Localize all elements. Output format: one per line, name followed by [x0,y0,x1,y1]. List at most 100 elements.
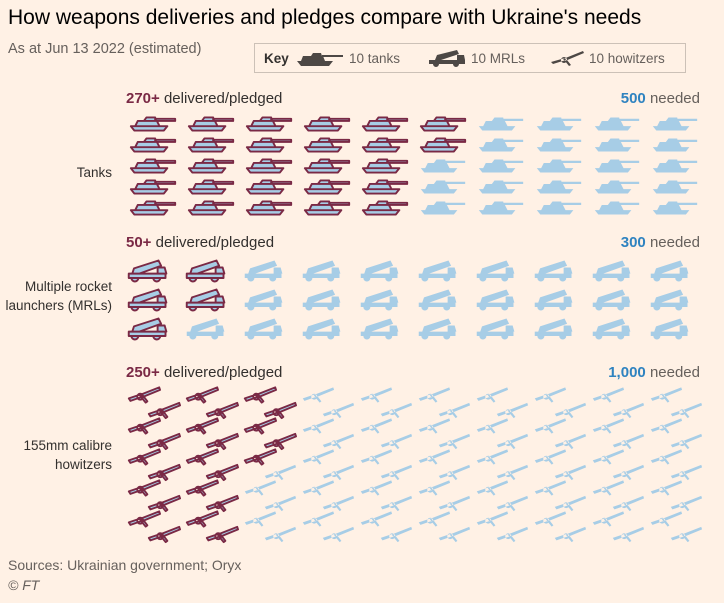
howitzer-needed-icon [650,418,683,434]
mrl-delivered-icon [185,288,226,312]
tank-delivered-icon [303,116,351,132]
copyright: © FT [8,577,40,593]
tank-delivered-icon [303,200,351,216]
mrls-needed-text: needed [649,234,700,251]
howitzer-delivered-icon [185,448,220,466]
howitzers-delivered-label: 250+ delivered/pledged [126,364,282,381]
mrl-needed-icon [244,289,283,311]
howitzer-needed-icon [534,511,567,527]
chart-subtitle: As at Jun 13 2022 (estimated) [8,41,202,57]
mrl-needed-icon [476,289,515,311]
mrls-delivered-label: 50+ delivered/pledged [126,234,274,251]
tank-needed-icon [536,117,582,131]
mrls-delivered-text: delivered/pledged [155,234,275,251]
howitzer-needed-icon [476,449,509,465]
howitzer-delivered-icon [147,432,182,451]
howitzer-needed-icon [592,449,625,465]
howitzer-needed-icon [380,464,413,481]
howitzer-needed-icon [264,526,297,543]
howitzer-delivered-icon [263,432,298,451]
howitzer-needed-icon [650,387,683,403]
howitzer-delivered-icon [205,525,240,544]
howitzer-needed-icon [670,433,703,450]
mrl-needed-icon [360,289,399,311]
howitzer-delivered-icon [127,386,162,404]
howitzer-delivered-icon [205,463,240,482]
howitzer-delivered-icon [127,510,162,528]
howitzer-needed-icon [438,464,471,481]
howitzer-needed-icon [244,511,277,527]
tank-delivered-icon [245,158,293,174]
tank-delivered-icon [361,200,409,216]
howitzer-delivered-icon [147,463,182,482]
howitzer-needed-icon [264,495,297,512]
mrl-needed-icon [592,289,631,311]
tank-needed-icon [594,180,640,194]
tank-delivered-icon [303,137,351,153]
tank-delivered-icon [361,179,409,195]
howitzer-delivered-icon [147,525,182,544]
howitzer-delivered-icon [185,417,220,435]
mrl-needed-icon [244,318,283,340]
howitzer-needed-icon [612,495,645,512]
tank-delivered-icon [245,116,293,132]
tank-needed-icon [536,159,582,173]
mrl-needed-icon [592,318,631,340]
howitzer-needed-icon [380,402,413,419]
howitzer-delivered-icon [185,479,220,497]
howitzer-needed-icon [496,402,529,419]
mrl-needed-icon [476,318,515,340]
howitzer-needed-icon [418,418,451,434]
howitzer-needed-icon [322,495,355,512]
howitzer-needed-icon [534,387,567,403]
tanks-delivered-value: 270+ [126,90,160,107]
mrl-needed-icon [534,289,573,311]
howitzer-needed-icon [554,464,587,481]
howitzer-needed-icon [360,511,393,527]
mrl-delivered-icon [127,259,168,283]
tank-delivered-icon [361,158,409,174]
tank-needed-icon [652,138,698,152]
tank-needed-icon [594,117,640,131]
howitzer-needed-icon [302,387,335,403]
tanks-row-label: Tanks [76,165,112,180]
tank-delivered-icon [419,116,467,132]
howitzer-needed-icon [418,511,451,527]
tank-delivered-icon [187,116,235,132]
mrl-needed-icon [418,289,457,311]
tank-delivered-icon [129,116,177,132]
howitzer-needed-icon [592,418,625,434]
mrl-delivered-icon [127,317,168,341]
howitzers-delivered-value: 250+ [126,364,160,381]
tank-needed-icon [478,180,524,194]
howitzer-needed-icon [670,526,703,543]
tank-delivered-icon [245,179,293,195]
howitzer-needed-icon [476,418,509,434]
mrls-row-label: Multiple rocket launchers (MRLs) [5,279,112,313]
howitzer-delivered-icon [205,494,240,513]
mrl-icon [429,50,465,67]
tank-needed-icon [536,180,582,194]
howitzer-delivered-icon [243,386,278,404]
howitzer-needed-icon [380,495,413,512]
legend-label-mrls: 10 MRLs [471,51,526,66]
tank-needed-icon [478,159,524,173]
howitzer-delivered-icon [127,479,162,497]
tank-delivered-icon [245,137,293,153]
tank-needed-icon [536,138,582,152]
tank-delivered-icon [129,137,177,153]
howitzer-delivered-icon [205,432,240,451]
howitzer-delivered-icon [147,494,182,513]
howitzer-needed-icon [534,480,567,496]
legend-label-tanks: 10 tanks [349,51,401,66]
howitzer-icon [551,51,584,66]
howitzer-needed-icon [612,526,645,543]
legend-title: Key [264,51,289,66]
howitzer-delivered-icon [243,448,278,466]
tank-needed-icon [594,201,640,215]
howitzer-needed-icon [476,480,509,496]
tank-needed-icon [478,117,524,131]
tank-icon [297,53,343,66]
howitzer-needed-icon [380,433,413,450]
howitzer-needed-icon [496,526,529,543]
